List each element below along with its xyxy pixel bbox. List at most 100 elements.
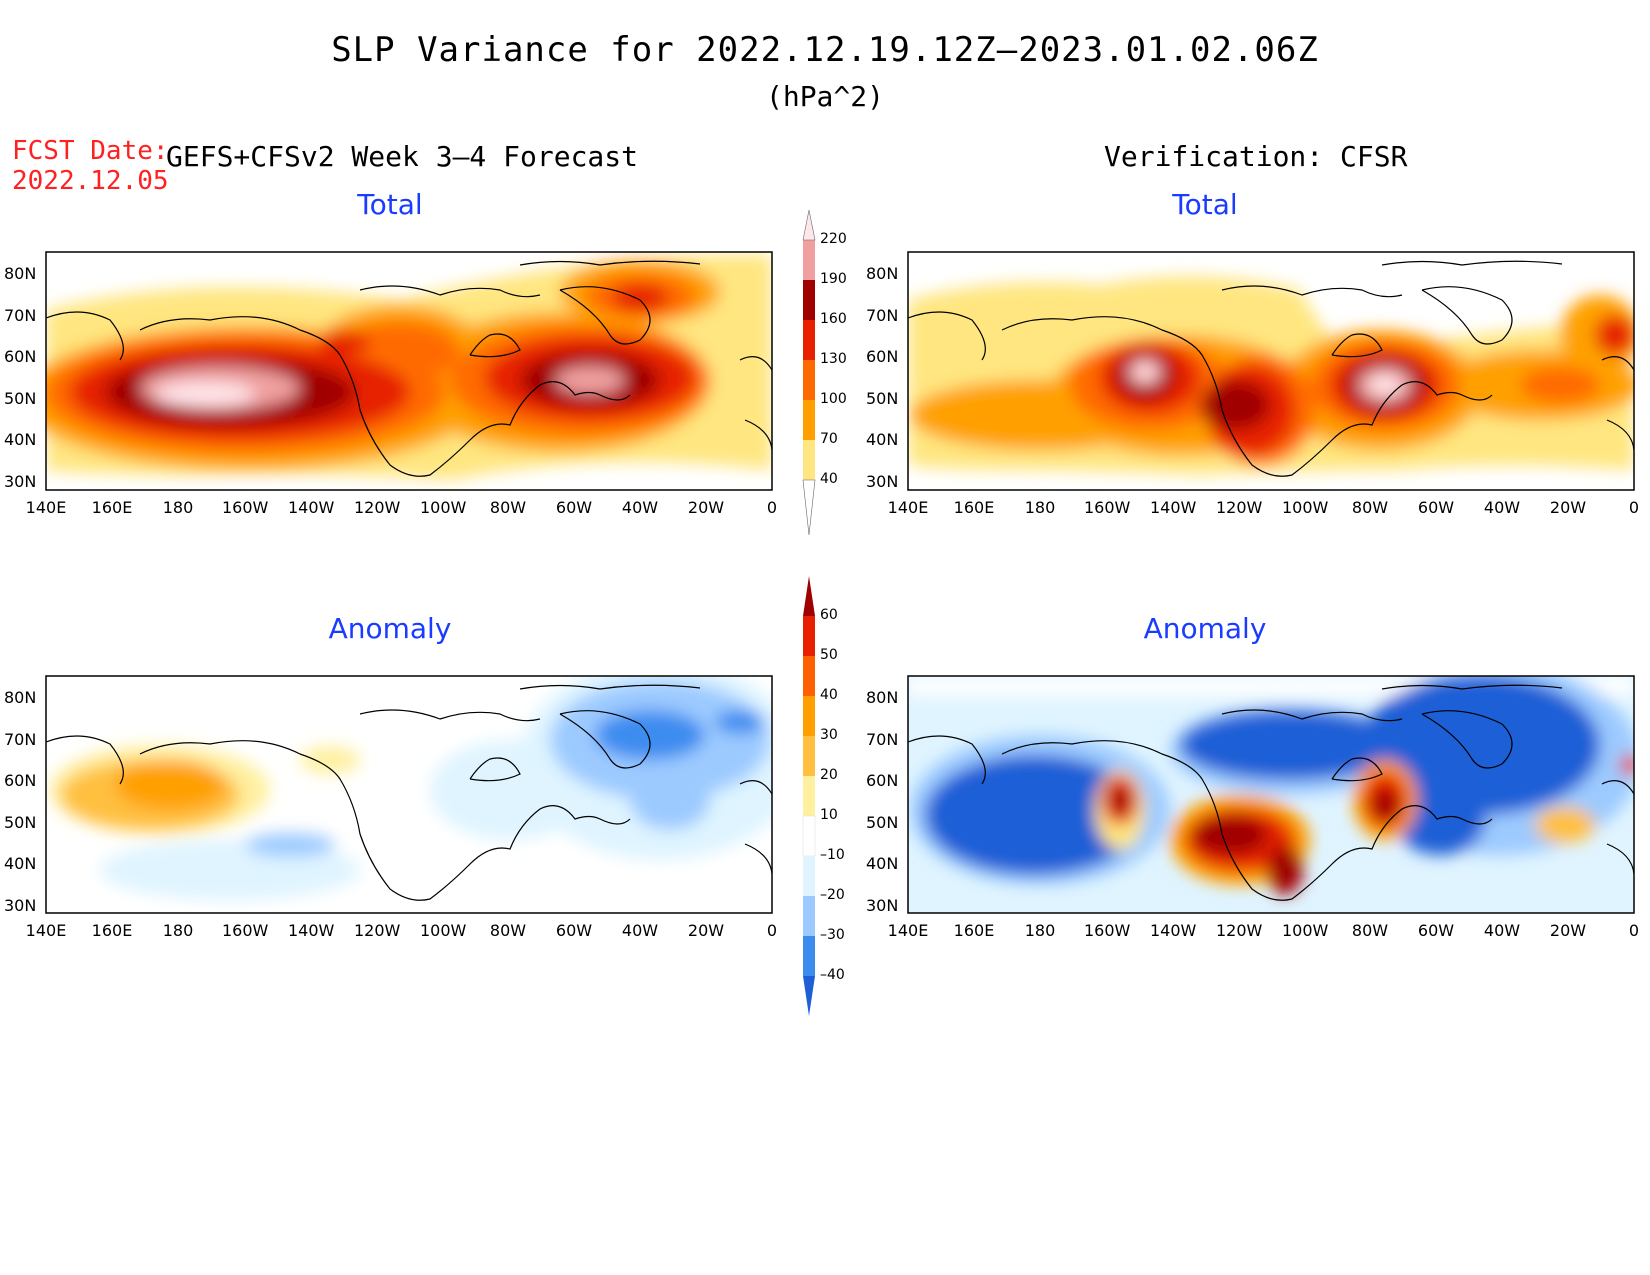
verification-total-lon-tick: 180	[1024, 498, 1056, 517]
verification-total-lat-tick: 40N	[866, 430, 899, 449]
forecast-anomaly-lat-tick: 80N	[4, 688, 37, 707]
forecast-anomaly-lon-tick: 20W	[687, 921, 725, 940]
forecast-total-lon-tick: 0	[766, 498, 778, 517]
forecast-anomaly-lon-tick: 140E	[25, 921, 67, 940]
anom-cb-bin-neutral	[802, 815, 816, 857]
forecast-anomaly-lon-tick: 60W	[555, 921, 593, 940]
total-cb-bin-5	[803, 280, 815, 320]
verification-total-lat-tick: 70N	[866, 305, 899, 325]
verification-anomaly-coastlines	[907, 684, 1635, 901]
total-cb-bin-1	[803, 440, 815, 480]
forecast-total-lat-tick: 40N	[4, 430, 37, 449]
fcst-date-label: FCST Date:	[12, 136, 169, 166]
verification-anomaly-map	[908, 676, 1634, 913]
verification-total-lat-tick: 60N	[866, 347, 899, 366]
verification-anomaly-lon-tick: 180	[1024, 921, 1056, 940]
forecast-anomaly-lon-tick: 160W	[222, 921, 269, 940]
forecast-anomaly-lat-tick: 60N	[4, 771, 37, 790]
forecast-total-subtitle: Total	[357, 188, 423, 221]
total-colorbar-label: 190	[820, 271, 847, 287]
units-label: (hPa^2)	[765, 80, 884, 113]
forecast-total-lon-tick: 40W	[621, 498, 659, 517]
verification-anomaly-lon-tick: 40W	[1483, 921, 1521, 940]
verification-anomaly-lat-tick: 80N	[866, 688, 899, 707]
verification-total-lon-tick: 0	[1628, 498, 1640, 517]
forecast-total-lon-tick: 160W	[222, 498, 269, 517]
forecast-anomaly-lon-tick: 0	[766, 921, 778, 940]
verification-total-lon-tick: 140W	[1150, 498, 1197, 517]
anom-cb-bin-30-40	[803, 696, 815, 736]
forecast-anomaly-subtitle: Anomaly	[328, 612, 452, 645]
verification-anomaly-lon-tick: 20W	[1549, 921, 1587, 940]
forecast-total-lon-tick: 80W	[489, 498, 527, 517]
forecast-anomaly-map	[46, 676, 772, 913]
verification-anomaly-lon-tick: 80W	[1351, 921, 1389, 940]
anom-cb-bin-10-20	[803, 776, 815, 816]
verification-total-lon-tick: 160W	[1084, 498, 1131, 517]
forecast-anomaly-lat-tick: 40N	[4, 854, 37, 873]
forecast-total-lat-tick: 70N	[4, 305, 37, 325]
verification-anomaly-lat-tick: 40N	[866, 854, 899, 873]
anom-cb-bin-m20-m30	[803, 896, 815, 936]
total-colorbar	[802, 209, 816, 536]
anomaly-colorbar-label: –20	[820, 887, 845, 903]
verification-total-lon-tick: 120W	[1216, 498, 1263, 517]
forecast-total-lon-tick: 180	[162, 498, 194, 517]
forecast-anomaly-lon-tick: 100W	[420, 921, 467, 940]
anom-cb-bin-m10-m20	[803, 856, 815, 896]
anomaly-colorbar-label: 20	[820, 767, 838, 783]
figure-title: SLP Variance for 2022.12.19.12Z–2023.01.…	[331, 30, 1319, 70]
total-colorbar-label: 100	[820, 391, 847, 407]
forecast-title: GEFS+CFSv2 Week 3–4 Forecast	[166, 140, 639, 173]
anom-cb-bin-20-30	[803, 736, 815, 776]
total-colorbar-label: 220	[820, 231, 847, 247]
forecast-total-frame	[45, 251, 773, 491]
forecast-total-lon-tick: 100W	[420, 498, 467, 517]
forecast-total-lon-tick: 160E	[91, 498, 133, 517]
anomaly-colorbar-label: –10	[820, 847, 845, 863]
forecast-anomaly-lon-tick: 80W	[489, 921, 527, 940]
total-colorbar-label: 70	[820, 431, 838, 447]
verification-total-frame	[907, 251, 1635, 491]
verification-total-lat-tick: 50N	[866, 388, 899, 408]
verification-total-lon-tick: 160E	[953, 498, 995, 517]
anomaly-colorbar-label: 10	[820, 807, 838, 823]
verification-anomaly-lat-tick: 50N	[866, 812, 899, 832]
forecast-anomaly-lon-tick: 180	[162, 921, 194, 940]
forecast-total-lon-tick: 140W	[288, 498, 335, 517]
anom-cb-bin-50-60	[803, 616, 815, 656]
anom-cb-bottom-arrow	[803, 976, 815, 1016]
anom-cb-bin-40-50	[803, 656, 815, 696]
anomaly-colorbar-label: 30	[820, 727, 838, 743]
forecast-total-lat-tick: 50N	[4, 388, 37, 408]
fcst-date-value: 2022.12.05	[12, 166, 169, 196]
verification-anomaly-lat-tick: 70N	[866, 729, 899, 749]
forecast-anomaly-frame	[45, 675, 773, 914]
forecast-total-map	[46, 252, 772, 490]
verification-anomaly-lon-tick: 140E	[887, 921, 929, 940]
total-colorbar-label: 130	[820, 351, 847, 367]
verification-total-lon-tick: 20W	[1549, 498, 1587, 517]
verification-total-lon-tick: 60W	[1417, 498, 1455, 517]
verification-total-map	[908, 252, 1634, 490]
anomaly-colorbar-label: 60	[820, 607, 838, 623]
forecast-total-lon-tick: 60W	[555, 498, 593, 517]
forecast-anomaly-lon-tick: 40W	[621, 921, 659, 940]
verification-total-lat-tick: 80N	[866, 264, 899, 283]
forecast-total-lat-tick: 80N	[4, 264, 37, 283]
total-cb-bin-4	[803, 320, 815, 360]
anomaly-colorbar-label: –40	[820, 967, 845, 983]
forecast-anomaly-lat-tick: 50N	[4, 812, 37, 832]
verification-total-lon-tick: 40W	[1483, 498, 1521, 517]
verification-total-subtitle: Total	[1172, 188, 1238, 221]
verification-anomaly-lon-tick: 160E	[953, 921, 995, 940]
total-cb-bin-6	[803, 240, 815, 280]
forecast-total-lon-tick: 120W	[354, 498, 401, 517]
total-cb-bin-2	[803, 400, 815, 440]
verification-total-lon-tick: 140E	[887, 498, 929, 517]
verification-anomaly-lon-tick: 160W	[1084, 921, 1131, 940]
forecast-total-lat-tick: 60N	[4, 347, 37, 366]
verification-anomaly-lon-tick: 0	[1628, 921, 1640, 940]
verification-anomaly-lon-tick: 100W	[1282, 921, 1329, 940]
